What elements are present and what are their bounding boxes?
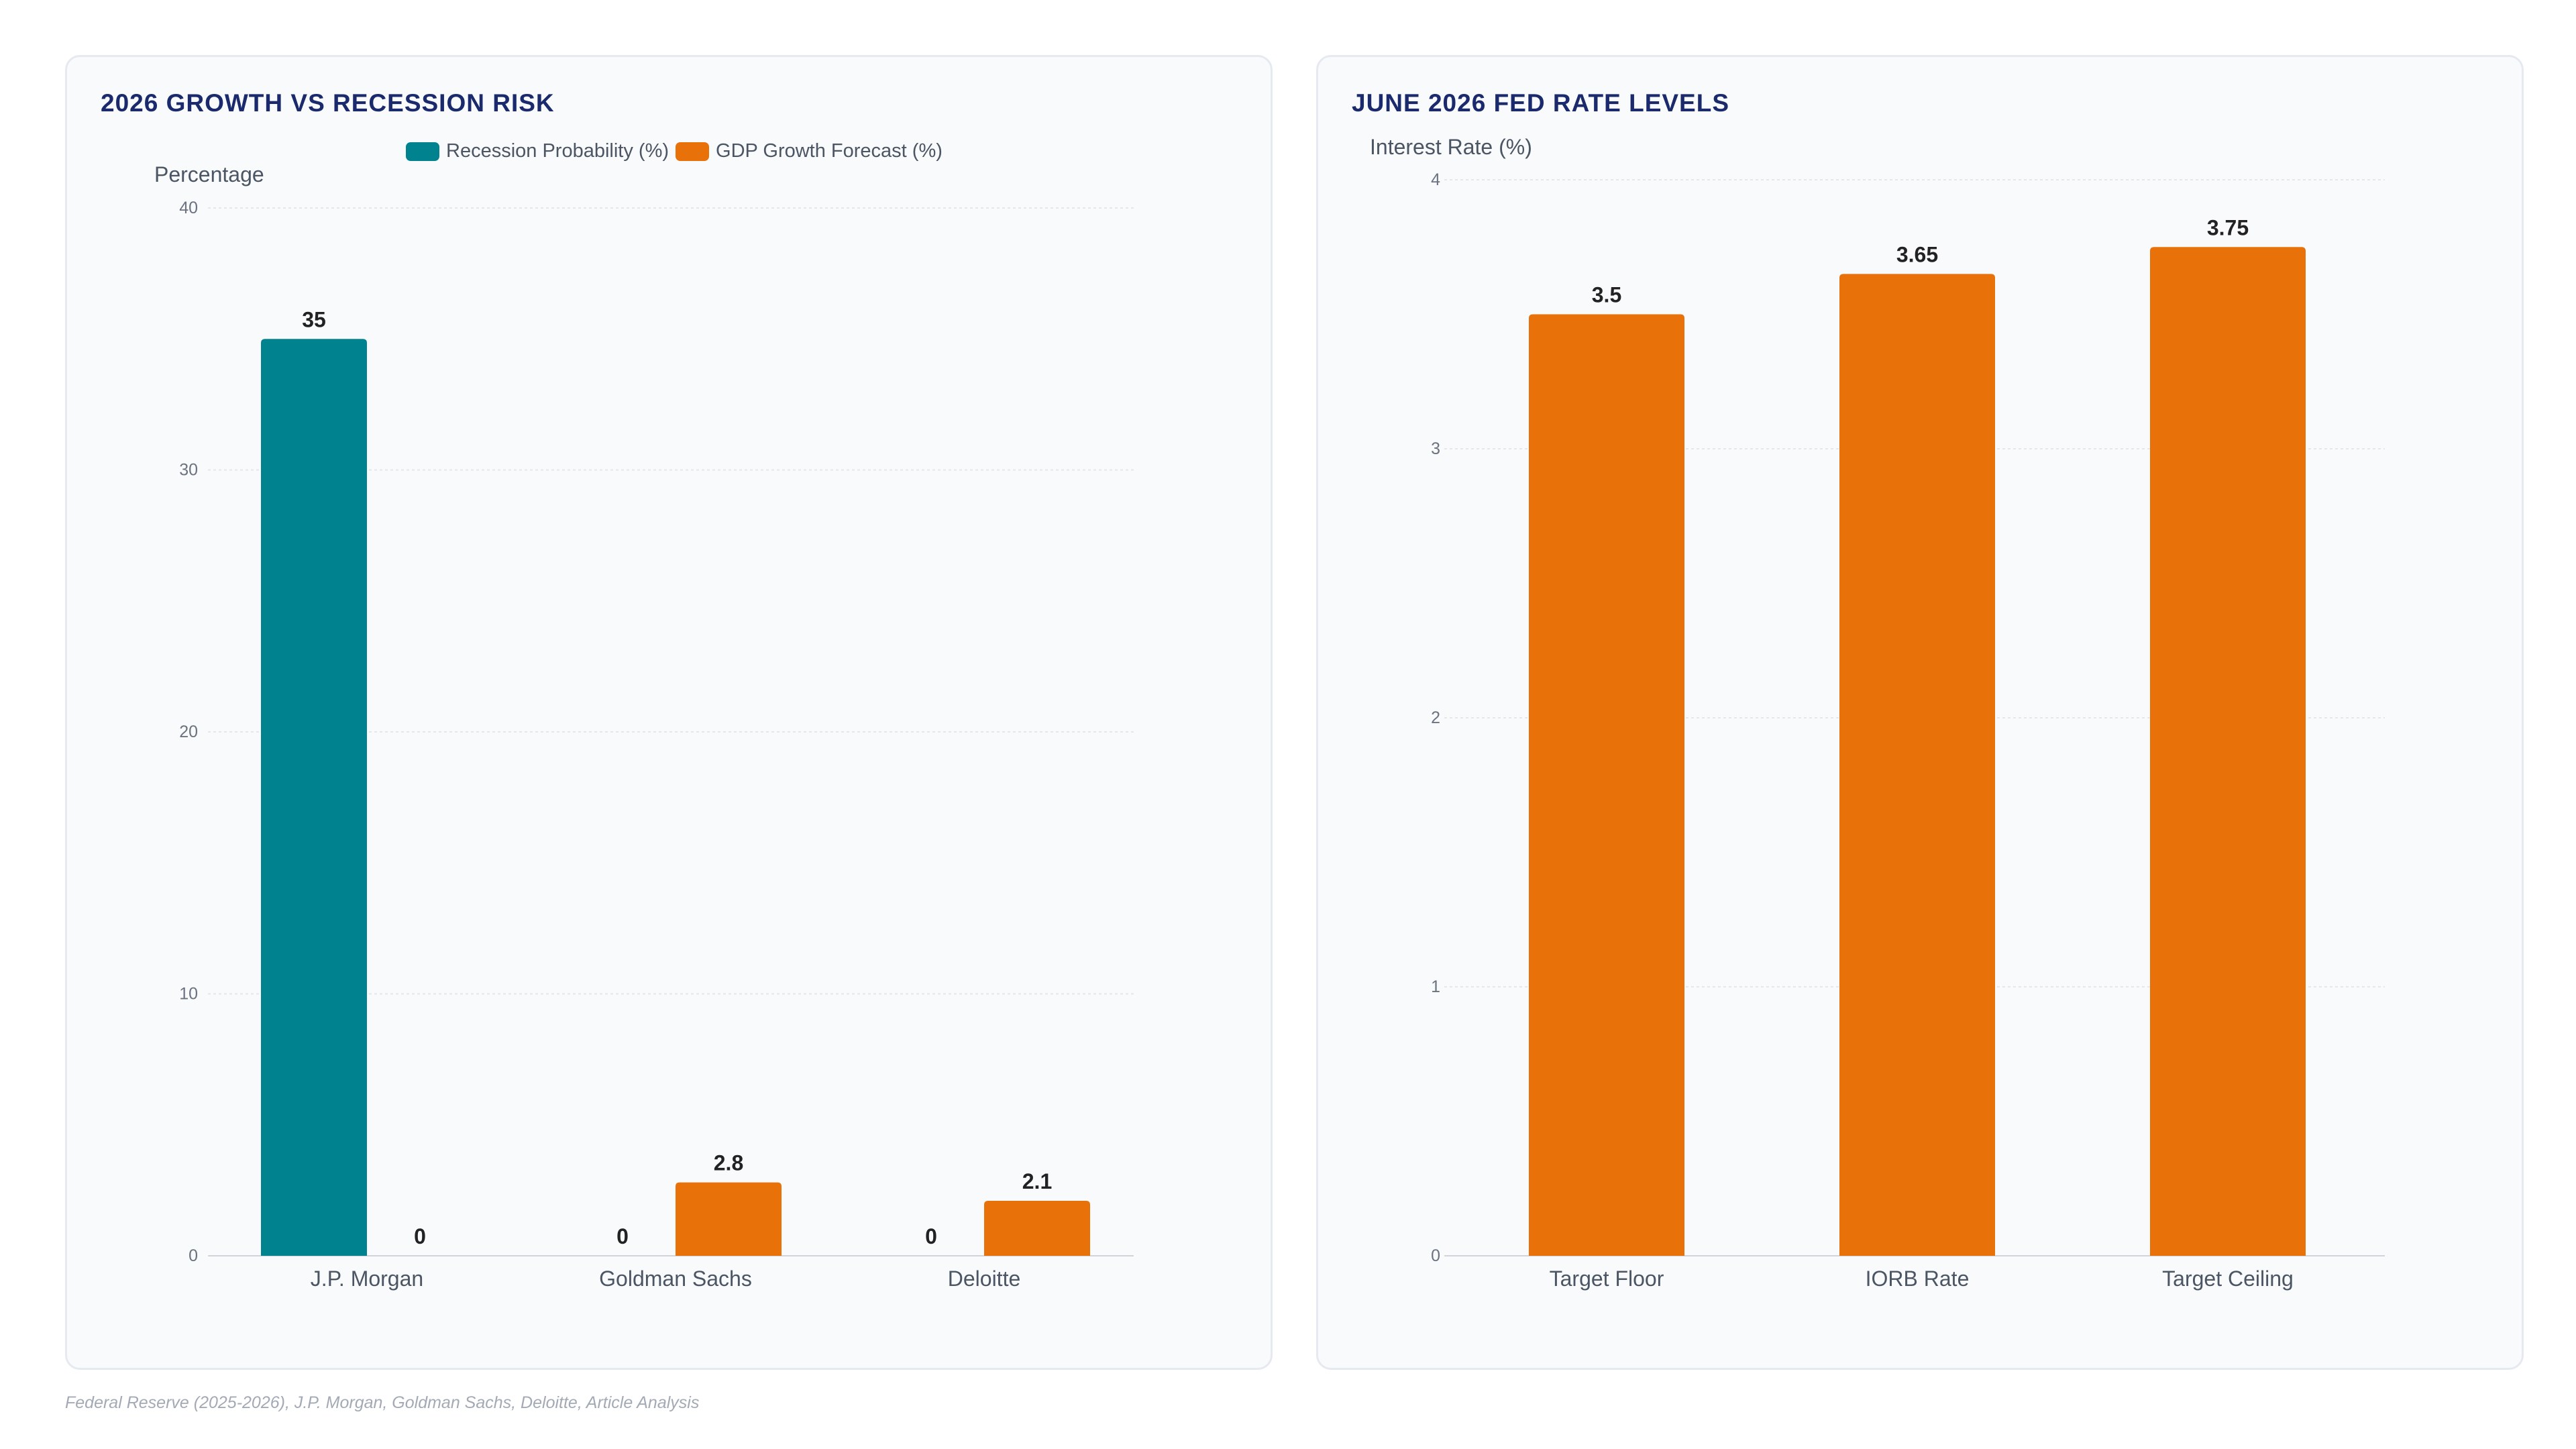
bar-value-label: 3.5 <box>1592 283 1621 307</box>
chart-panel-fed-rates: JUNE 2026 FED RATE LEVELS 0 1 2 3 4 Interest … <box>1316 55 2524 1370</box>
y-tick-label: 30 <box>179 461 198 480</box>
legend-label: GDP Growth Forecast (%) <box>716 140 943 162</box>
chart-title: JUNE 2026 FED RATE LEVELS <box>1352 89 1730 117</box>
chart-legend: Recession Probability (%) GDP Growth For… <box>406 140 943 162</box>
bar-value-label: 35 <box>302 307 326 331</box>
y-axis-title: Percentage <box>154 162 264 186</box>
bar-chart-growth-recession: 0 10 20 30 40 Percentage J.P. Morgan 35 0 Goldman… <box>154 162 1134 1291</box>
x-category-label: Goldman Sachs <box>599 1267 752 1291</box>
y-tick-label: 2 <box>1431 708 1440 727</box>
x-category-label: Target Floor <box>1550 1267 1664 1291</box>
chart-panel-growth-recession: 2026 GROWTH VS RECESSION RISK Recession … <box>65 55 1273 1370</box>
bar <box>1839 274 1995 1256</box>
legend-swatch-teal <box>406 142 439 161</box>
x-category-label: IORB Rate <box>1866 1267 1970 1291</box>
bar <box>676 1182 782 1256</box>
legend-item-recession[interactable]: Recession Probability (%) <box>406 140 669 162</box>
legend-swatch-orange <box>676 142 710 161</box>
y-axis-title: Interest Rate (%) <box>1370 135 1532 159</box>
bar <box>261 339 367 1256</box>
y-tick-label: 4 <box>1431 170 1440 189</box>
x-category-label: Target Ceiling <box>2162 1267 2294 1291</box>
x-category-label: J.P. Morgan <box>311 1267 423 1291</box>
bar-value-label: 3.75 <box>2207 215 2249 239</box>
y-tick-label: 3 <box>1431 439 1440 458</box>
x-category-label: Deloitte <box>948 1267 1021 1291</box>
legend-label: Recession Probability (%) <box>446 140 669 162</box>
y-tick-label: 1 <box>1431 977 1440 996</box>
bar-value-label: 0 <box>414 1224 426 1248</box>
source-note: Federal Reserve (2025-2026), J.P. Morgan… <box>65 1393 700 1412</box>
y-tick-label: 0 <box>1431 1246 1440 1265</box>
bar-value-label: 2.1 <box>1022 1169 1052 1193</box>
bar-value-label: 3.65 <box>1896 242 1938 266</box>
y-tick-label: 10 <box>179 985 198 1004</box>
bar <box>2150 247 2306 1256</box>
bar-value-label: 2.8 <box>714 1151 743 1175</box>
bar-chart-fed-rates: 0 1 2 3 4 Interest Rate (%) Target Floor 3.5 IOR… <box>1370 135 2385 1291</box>
y-tick-label: 0 <box>189 1246 198 1265</box>
y-tick-label: 20 <box>179 722 198 741</box>
y-tick-label: 40 <box>179 199 198 217</box>
bar-value-label: 0 <box>925 1224 937 1248</box>
chart-title: 2026 GROWTH VS RECESSION RISK <box>101 89 555 117</box>
bar <box>1529 314 1684 1256</box>
bar <box>984 1200 1090 1256</box>
legend-item-gdp[interactable]: GDP Growth Forecast (%) <box>676 140 943 162</box>
bar-value-label: 0 <box>616 1224 629 1248</box>
